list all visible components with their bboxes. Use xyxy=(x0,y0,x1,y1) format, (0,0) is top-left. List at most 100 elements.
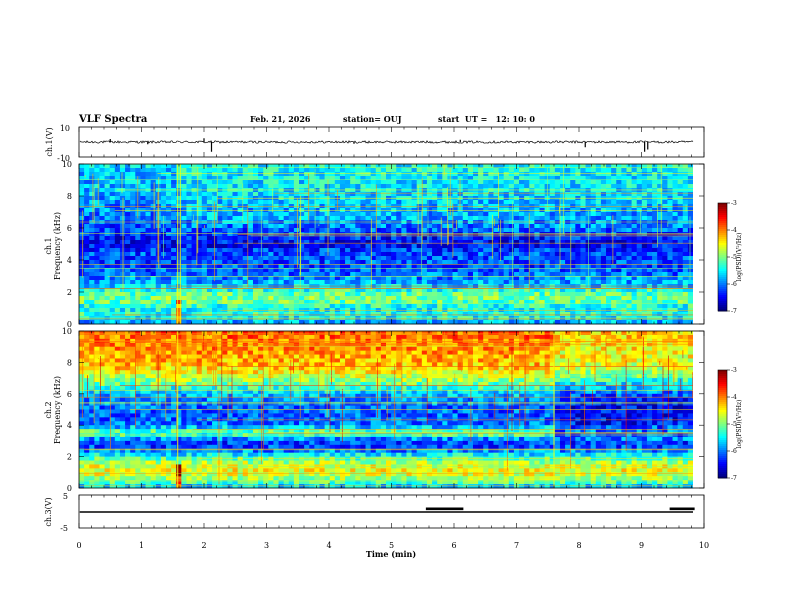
ch1-spec-cell xyxy=(565,252,571,256)
ch1-spec-cell xyxy=(417,180,423,184)
ch1-spec-cell xyxy=(355,312,361,316)
ch1-spec-cell xyxy=(166,248,172,252)
ch1-spec-cell xyxy=(626,168,632,172)
ch1-spec-cell xyxy=(642,228,648,232)
ch1-spec-cell xyxy=(621,268,627,272)
ch1-spec-cell xyxy=(248,224,254,228)
ch1-spec-cell xyxy=(468,184,474,188)
ch1-spec-cell xyxy=(606,212,612,216)
ch1-spec-cell xyxy=(637,192,643,196)
ch1-spec-cell xyxy=(437,268,443,272)
ch1-spec-cell xyxy=(637,304,643,308)
ch1-spec-cell xyxy=(493,212,499,216)
ch1-spec-cell xyxy=(391,260,397,264)
ch1-spec-cell xyxy=(406,168,412,172)
ch1-spec-cell xyxy=(253,304,259,308)
ch1-spec-cell xyxy=(350,228,356,232)
ch1-spec-cell xyxy=(632,216,638,220)
ch1-spec-cell xyxy=(273,216,279,220)
ch1-spec-cell xyxy=(371,296,377,300)
ch1-spec-cell xyxy=(529,280,535,284)
ch1-spec-cell xyxy=(115,164,121,168)
ch1-spec-cell xyxy=(499,172,505,176)
ch1-spec-cell xyxy=(366,264,372,268)
ch1-spec-cell xyxy=(386,260,392,264)
ch1-spec-cell xyxy=(253,240,259,244)
ch1-spec-cell xyxy=(366,240,372,244)
ch1-spec-cell xyxy=(473,236,479,240)
ch1-spec-cell xyxy=(110,164,116,168)
ch1-spec-cell xyxy=(534,264,540,268)
ch1-spec-cell xyxy=(519,244,525,248)
ch1-spec-cell xyxy=(632,256,638,260)
ch1-spec-cell xyxy=(233,260,239,264)
ch1-spec-cell xyxy=(99,208,105,212)
ch1-spec-cell xyxy=(125,236,131,240)
ch1-spec-cell xyxy=(560,272,566,276)
ch1-spec-cell xyxy=(580,224,586,228)
ch1-spec-cell xyxy=(555,216,561,220)
ch1-spec-cell xyxy=(319,280,325,284)
ch1-spec-cell xyxy=(197,304,203,308)
ch1-spec-cell xyxy=(678,292,684,296)
ch1-spec-cell xyxy=(591,272,597,276)
ch1-spec-cell xyxy=(611,228,617,232)
ch1-spec-cell xyxy=(652,268,658,272)
ch1-spec-cell xyxy=(406,252,412,256)
ch1-spec-cell xyxy=(453,224,459,228)
ch1-spec-cell xyxy=(299,304,305,308)
ch1-spec-cell xyxy=(130,164,136,168)
ch1-spec-cell xyxy=(146,312,152,316)
ch1-spec-cell xyxy=(355,272,361,276)
ch1-spec-cell xyxy=(171,260,177,264)
ch1-spec-cell xyxy=(478,208,484,212)
ch1-spec-cell xyxy=(514,248,520,252)
ch1-spec-cell xyxy=(130,304,136,308)
ch1-spec-cell xyxy=(84,188,90,192)
ch1-spec-cell xyxy=(94,300,100,304)
ch1-spec-cell xyxy=(340,264,346,268)
ch1-spec-cell xyxy=(396,180,402,184)
ch1-spec-cell xyxy=(325,216,331,220)
ch1-spec-cell xyxy=(350,304,356,308)
ch1-spec-cell xyxy=(545,236,551,240)
ch1-spec-cell xyxy=(176,172,182,176)
ch1-spec-cell xyxy=(580,172,586,176)
ch1-spec-cell xyxy=(586,192,592,196)
ch1-spec-cell xyxy=(432,228,438,232)
ch1-spec-cell xyxy=(453,176,459,180)
ch1-spec-cell xyxy=(120,176,126,180)
ch1-spec-cell xyxy=(130,244,136,248)
ch1-spec-cell xyxy=(422,172,428,176)
ch1-spec-cell xyxy=(519,292,525,296)
ch1-spec-cell xyxy=(279,200,285,204)
ch1-spec-cell xyxy=(499,168,505,172)
ch1-spec-cell xyxy=(529,236,535,240)
ch1-spec-cell xyxy=(207,244,213,248)
ch1-spec-cell xyxy=(458,212,464,216)
ch1-spec-cell xyxy=(192,312,198,316)
ch1-spec-cell xyxy=(591,256,597,260)
ch1-spec-cell xyxy=(227,272,233,276)
ch1-spec-cell xyxy=(396,172,402,176)
ch1-spec-cell xyxy=(151,272,157,276)
ch1-spec-cell xyxy=(217,228,223,232)
ch1-spec-cell xyxy=(514,268,520,272)
ch1-spec-cell xyxy=(176,216,182,220)
ch1-spec-cell xyxy=(238,172,244,176)
ch1-spec-cell xyxy=(447,236,453,240)
ch1-spec-cell xyxy=(437,296,443,300)
ch1-spec-cell xyxy=(488,248,494,252)
ch1-spec-cell xyxy=(248,312,254,316)
ch1-spec-cell xyxy=(79,248,85,252)
ch1-spec-cell xyxy=(616,256,622,260)
ch1-spec-cell xyxy=(560,280,566,284)
ch1-spec-cell xyxy=(258,192,264,196)
ch1-spec-cell xyxy=(565,184,571,188)
ch1-spec-cell xyxy=(391,176,397,180)
ch1-spec-cell xyxy=(289,216,295,220)
ch1-spec-cell xyxy=(166,168,172,172)
ch1-spec-cell xyxy=(565,168,571,172)
ch1-spec-cell xyxy=(309,252,315,256)
ch1-spec-cell xyxy=(345,292,351,296)
